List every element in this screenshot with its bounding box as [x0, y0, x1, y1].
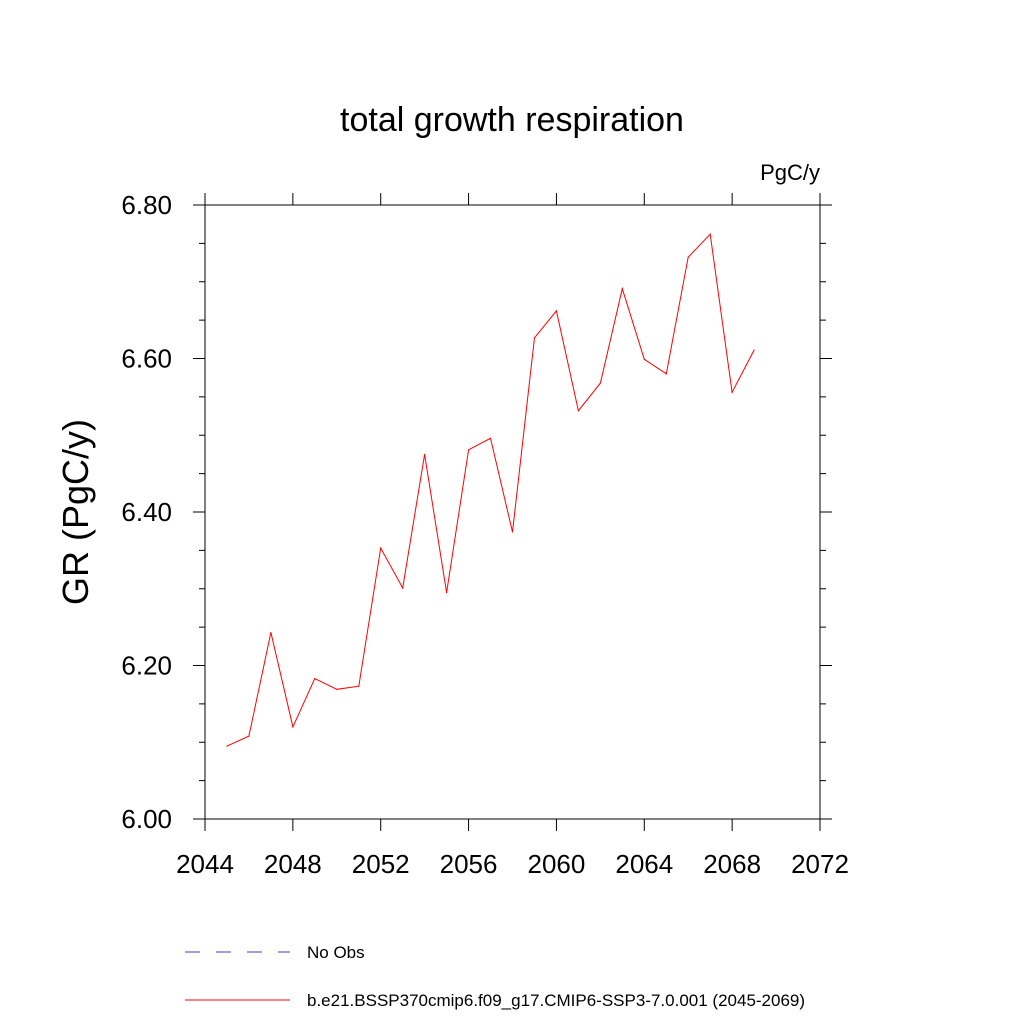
data-point [314, 677, 316, 680]
legend: No Obs b.e21.BSSP370cmip6.f09_g17.CMIP6-… [185, 943, 805, 1010]
series-layer [226, 233, 755, 747]
data-point [533, 337, 536, 339]
data-point [467, 449, 470, 451]
x-tick-label: 2060 [528, 849, 586, 879]
data-point [226, 745, 228, 747]
legend-label-series: b.e21.BSSP370cmip6.f09_g17.CMIP6-SSP3-7.… [307, 991, 805, 1010]
chart-title: total growth respiration [340, 101, 684, 139]
data-point [424, 453, 426, 456]
x-tick-label: 2064 [615, 849, 673, 879]
x-axis: 2044 2048 2052 2056 2060 2064 2068 2072 [176, 193, 849, 879]
data-point [446, 591, 448, 594]
data-point [336, 688, 338, 690]
legend-label-no-obs: No Obs [307, 943, 365, 962]
data-point [292, 726, 294, 728]
y-tick-label: 6.60 [121, 344, 172, 374]
data-point [380, 547, 382, 549]
y-axis: 6.00 6.20 6.40 6.60 6.80 [121, 190, 832, 834]
data-point [643, 358, 645, 360]
data-point [731, 391, 733, 393]
x-tick-label: 2052 [352, 849, 410, 879]
x-tick-label: 2048 [264, 849, 322, 879]
y-axis-label: GR (PgC/y) [55, 419, 96, 605]
y-tick-label: 6.80 [121, 190, 172, 220]
data-point [599, 382, 601, 384]
data-point [270, 631, 272, 634]
data-point [621, 288, 623, 290]
plot-frame [204, 204, 821, 820]
data-point [753, 349, 755, 351]
series-line [226, 233, 755, 747]
data-point [577, 410, 579, 412]
y-tick-label: 6.00 [121, 804, 172, 834]
data-point [687, 256, 689, 258]
data-point [402, 587, 404, 589]
data-point [489, 437, 492, 439]
y-tick-label: 6.40 [121, 497, 172, 527]
data-point [358, 685, 360, 687]
data-point [665, 373, 667, 375]
x-tick-label: 2068 [703, 849, 761, 879]
y-tick-label: 6.20 [121, 651, 172, 681]
x-tick-label: 2072 [791, 849, 849, 879]
data-point [555, 310, 558, 312]
x-tick-label: 2056 [440, 849, 498, 879]
data-point [511, 531, 514, 533]
data-point [709, 233, 711, 235]
x-tick-label: 2044 [176, 849, 234, 879]
units-label: PgC/y [760, 160, 820, 185]
data-point [248, 735, 250, 737]
